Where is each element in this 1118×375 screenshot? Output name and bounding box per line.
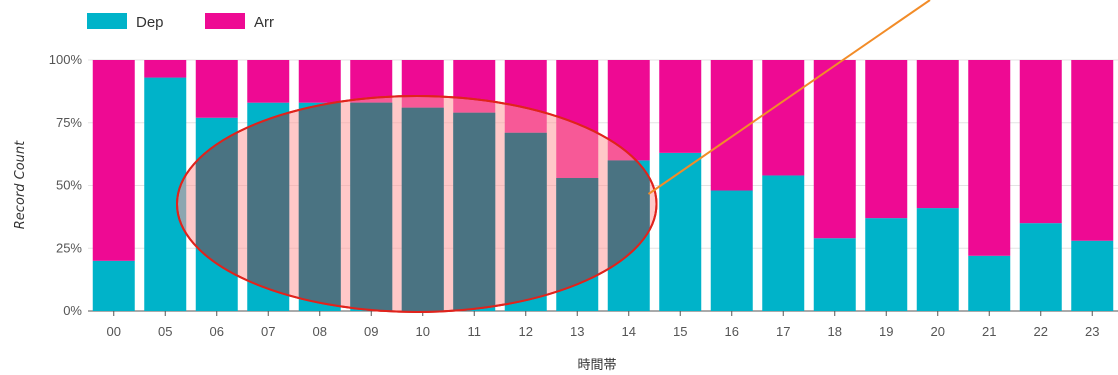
y-axis-ticks: 0% 25% 50% 75% 100% bbox=[49, 52, 83, 318]
x-tick-label: 18 bbox=[828, 324, 842, 339]
bar-arr-09[interactable] bbox=[350, 60, 393, 103]
x-tick-label: 00 bbox=[107, 324, 121, 339]
shaded-bar-09 bbox=[350, 102, 393, 311]
bar-dep-16[interactable] bbox=[710, 190, 753, 311]
x-tick-label: 14 bbox=[622, 324, 636, 339]
y-tick-label: 0% bbox=[63, 303, 82, 318]
bar-dep-20[interactable] bbox=[916, 208, 959, 311]
x-tick-label: 16 bbox=[725, 324, 739, 339]
bar-dep-00[interactable] bbox=[92, 260, 135, 311]
bar-dep-19[interactable] bbox=[865, 218, 908, 311]
y-tick-label: 75% bbox=[56, 115, 82, 130]
shaded-bar-10 bbox=[401, 107, 444, 311]
y-tick-label: 25% bbox=[56, 240, 82, 255]
bar-arr-20[interactable] bbox=[916, 60, 959, 209]
x-tick-label: 15 bbox=[673, 324, 687, 339]
bar-dep-17[interactable] bbox=[762, 175, 805, 311]
bar-dep-15[interactable] bbox=[659, 152, 702, 311]
legend-label-dep: Dep bbox=[136, 14, 164, 31]
x-tick-label: 13 bbox=[570, 324, 584, 339]
annotation-pointer-line bbox=[647, 0, 931, 195]
x-tick-label: 08 bbox=[313, 324, 327, 339]
bar-dep-21[interactable] bbox=[968, 255, 1011, 311]
x-tick-label: 05 bbox=[158, 324, 172, 339]
highlight-ellipse-border bbox=[176, 95, 658, 313]
bar-arr-00[interactable] bbox=[92, 60, 135, 261]
x-tick-label: 09 bbox=[364, 324, 378, 339]
bar-dep-23[interactable] bbox=[1071, 240, 1114, 311]
shaded-bar-07 bbox=[247, 102, 290, 311]
bar-arr-07[interactable] bbox=[247, 60, 290, 103]
y-tick-label: 50% bbox=[56, 178, 82, 193]
legend-label-arr: Arr bbox=[254, 14, 274, 31]
bar-arr-18[interactable] bbox=[813, 60, 856, 239]
bar-arr-15[interactable] bbox=[659, 60, 702, 153]
x-tick-label: 06 bbox=[210, 324, 224, 339]
shaded-bar-11 bbox=[453, 112, 496, 312]
bar-arr-08[interactable] bbox=[298, 60, 341, 103]
bar-dep-18[interactable] bbox=[813, 238, 856, 311]
bar-arr-16[interactable] bbox=[710, 60, 753, 191]
shaded-bar-08 bbox=[298, 102, 341, 311]
legend[interactable]: Dep Arr bbox=[87, 13, 274, 31]
x-tick-label: 22 bbox=[1034, 324, 1048, 339]
x-tick-label: 20 bbox=[931, 324, 945, 339]
bar-arr-23[interactable] bbox=[1071, 60, 1114, 241]
x-axis-title: 時間帯 bbox=[577, 358, 616, 373]
x-axis-ticks: 00 05 06 07 08 09 10 11 12 13 14 15 16 17 18 19 20 21 22 23 bbox=[107, 311, 1099, 339]
x-tick-label: 17 bbox=[776, 324, 790, 339]
bar-arr-21[interactable] bbox=[968, 60, 1011, 256]
y-tick-label: 100% bbox=[49, 52, 83, 67]
x-tick-label: 21 bbox=[982, 324, 996, 339]
bar-arr-22[interactable] bbox=[1019, 60, 1062, 224]
bar-dep-22[interactable] bbox=[1019, 223, 1062, 311]
bar-arr-19[interactable] bbox=[865, 60, 908, 219]
x-tick-label: 11 bbox=[468, 324, 482, 339]
y-axis-title: Record Count bbox=[13, 140, 28, 229]
bar-arr-05[interactable] bbox=[144, 60, 187, 78]
shaded-bar-12 bbox=[504, 132, 547, 311]
legend-swatch-dep bbox=[87, 13, 127, 29]
bar-arr-17[interactable] bbox=[762, 60, 805, 176]
x-tick-label: 07 bbox=[261, 324, 275, 339]
bar-arr-06[interactable] bbox=[195, 60, 238, 118]
x-tick-label: 19 bbox=[879, 324, 893, 339]
x-tick-label: 12 bbox=[519, 324, 533, 339]
x-tick-label: 23 bbox=[1085, 324, 1099, 339]
x-tick-label: 10 bbox=[416, 324, 430, 339]
legend-swatch-arr bbox=[205, 13, 245, 29]
